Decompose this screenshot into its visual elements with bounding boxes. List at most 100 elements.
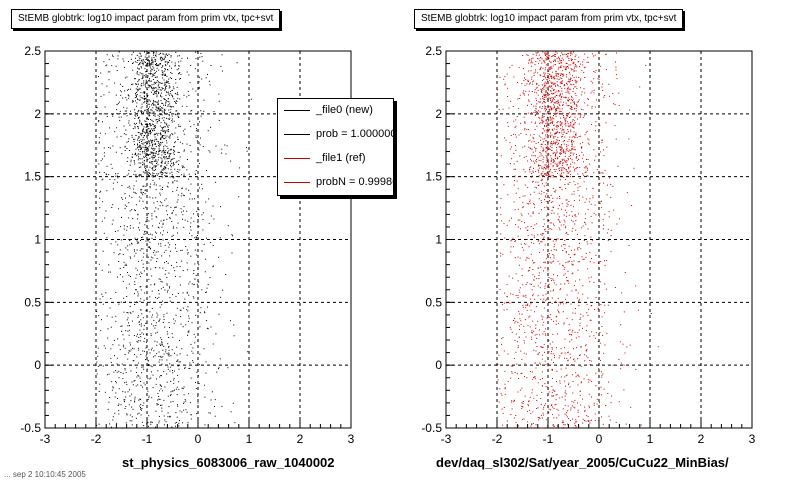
data-point bbox=[564, 424, 566, 426]
data-point bbox=[188, 283, 190, 285]
data-point bbox=[546, 129, 548, 131]
data-point bbox=[519, 291, 521, 293]
data-point bbox=[567, 105, 569, 107]
data-point bbox=[591, 380, 593, 382]
data-point bbox=[540, 136, 542, 138]
data-point bbox=[566, 276, 568, 278]
data-point bbox=[190, 229, 192, 231]
data-point bbox=[151, 112, 153, 114]
data-point bbox=[539, 117, 541, 119]
data-point bbox=[548, 86, 550, 87]
data-point bbox=[105, 292, 107, 294]
data-point bbox=[167, 231, 168, 233]
data-point bbox=[549, 134, 551, 136]
data-point bbox=[151, 290, 153, 292]
data-point bbox=[548, 339, 550, 341]
data-point bbox=[182, 270, 184, 271]
data-point bbox=[541, 173, 543, 174]
data-point bbox=[614, 287, 616, 288]
data-point bbox=[119, 349, 121, 351]
data-point bbox=[177, 97, 179, 99]
data-point bbox=[540, 266, 542, 268]
data-point bbox=[131, 134, 133, 136]
data-point bbox=[521, 247, 523, 249]
data-point bbox=[568, 382, 570, 384]
data-point bbox=[120, 404, 122, 406]
data-point bbox=[499, 388, 501, 390]
data-point bbox=[545, 134, 547, 136]
data-point bbox=[574, 214, 576, 216]
data-point bbox=[167, 354, 169, 356]
data-point bbox=[208, 412, 210, 414]
data-point bbox=[135, 277, 137, 279]
data-point bbox=[553, 417, 555, 419]
data-point bbox=[549, 86, 551, 88]
data-point bbox=[166, 142, 168, 144]
data-point bbox=[188, 331, 190, 333]
data-point bbox=[506, 73, 508, 75]
data-point bbox=[205, 372, 207, 374]
data-point bbox=[151, 152, 153, 154]
data-point bbox=[550, 81, 552, 83]
data-point bbox=[543, 236, 545, 238]
data-point bbox=[553, 137, 555, 139]
data-point bbox=[549, 257, 551, 259]
data-point bbox=[169, 287, 170, 289]
data-point bbox=[553, 92, 555, 94]
data-point bbox=[194, 249, 196, 251]
data-point bbox=[541, 155, 543, 157]
data-point bbox=[124, 204, 126, 206]
data-point bbox=[131, 381, 133, 383]
data-point bbox=[96, 373, 98, 375]
data-point bbox=[571, 107, 573, 109]
data-point bbox=[568, 201, 570, 202]
data-point bbox=[151, 175, 153, 177]
data-point bbox=[548, 124, 550, 126]
data-point bbox=[540, 144, 542, 145]
data-point bbox=[517, 98, 519, 100]
data-point bbox=[603, 96, 605, 98]
data-point bbox=[618, 401, 620, 403]
data-point bbox=[186, 309, 188, 311]
data-point bbox=[165, 101, 167, 103]
data-point bbox=[183, 206, 185, 208]
data-point bbox=[172, 158, 174, 160]
data-point bbox=[168, 406, 170, 408]
data-point bbox=[144, 101, 146, 102]
data-point bbox=[579, 167, 581, 169]
data-point bbox=[218, 313, 220, 315]
data-point bbox=[182, 218, 183, 220]
data-point bbox=[144, 165, 146, 167]
data-point bbox=[167, 61, 169, 63]
data-point bbox=[106, 64, 108, 66]
data-point bbox=[137, 143, 138, 145]
data-point bbox=[155, 119, 157, 121]
data-point bbox=[536, 278, 538, 280]
data-point bbox=[562, 134, 564, 135]
data-point bbox=[522, 406, 524, 408]
data-point bbox=[540, 315, 542, 317]
data-point bbox=[123, 401, 125, 402]
data-point bbox=[191, 109, 193, 111]
data-point bbox=[511, 371, 513, 373]
data-point bbox=[176, 189, 178, 191]
data-point bbox=[190, 255, 192, 257]
data-point bbox=[506, 224, 508, 226]
data-point bbox=[208, 198, 210, 200]
data-point bbox=[149, 157, 151, 159]
data-point bbox=[133, 140, 135, 142]
data-point bbox=[171, 333, 173, 335]
data-point bbox=[116, 181, 118, 183]
data-point bbox=[539, 362, 541, 364]
data-point bbox=[563, 74, 565, 76]
data-point bbox=[561, 96, 563, 97]
data-point bbox=[543, 298, 545, 300]
data-point bbox=[161, 281, 163, 283]
data-point bbox=[532, 260, 534, 262]
data-point bbox=[143, 157, 145, 158]
data-point bbox=[125, 330, 127, 332]
data-point bbox=[171, 121, 173, 123]
data-point bbox=[164, 113, 166, 115]
data-point bbox=[571, 230, 573, 232]
data-point bbox=[146, 102, 148, 104]
